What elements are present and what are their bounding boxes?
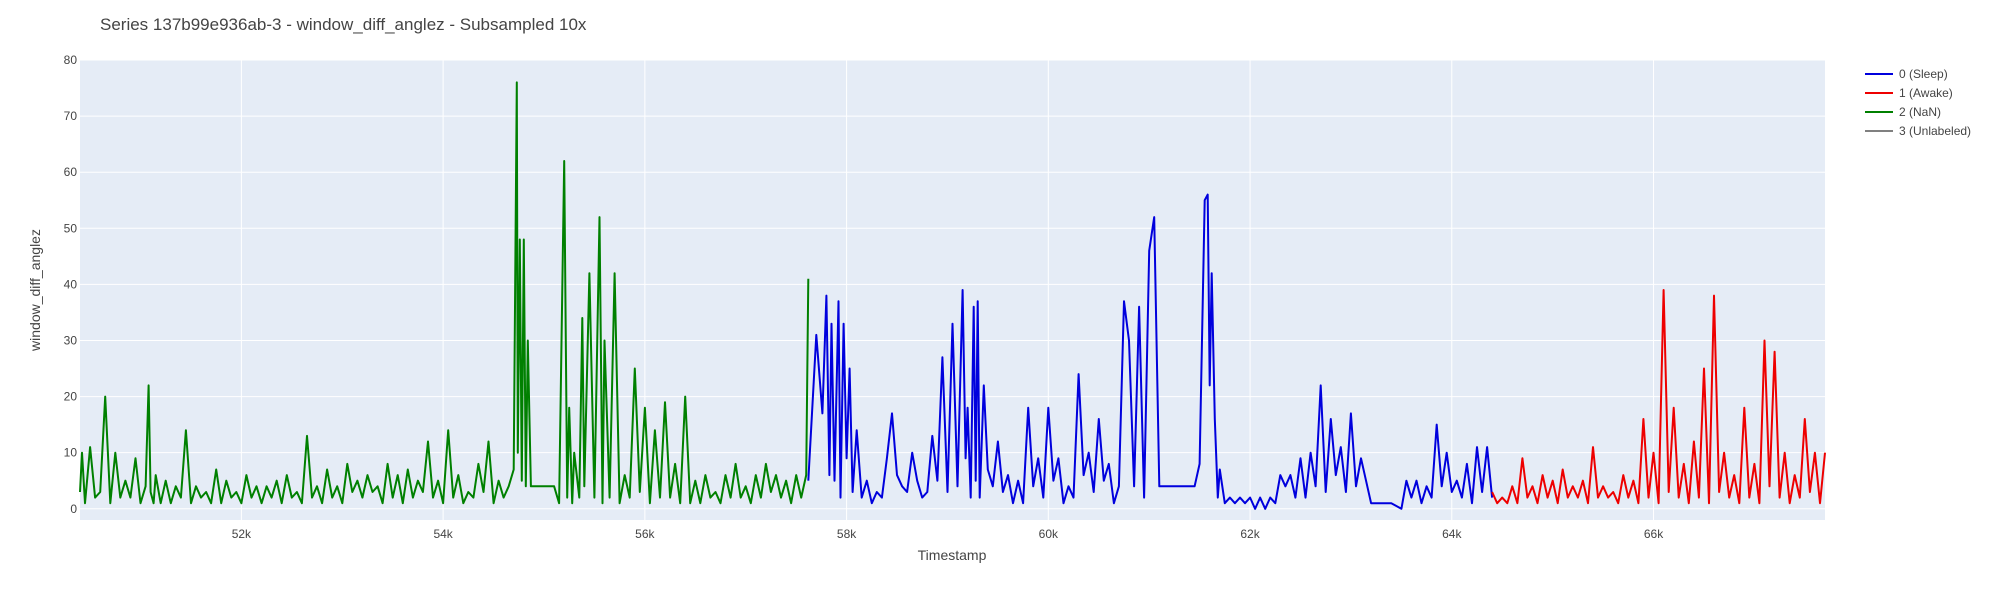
x-tick-label: 52k bbox=[232, 527, 252, 541]
legend-item[interactable]: 2 (NaN) bbox=[1865, 105, 1941, 119]
x-axis-title: Timestamp bbox=[918, 547, 987, 563]
y-tick-label: 70 bbox=[64, 109, 78, 123]
x-tick-label: 62k bbox=[1240, 527, 1260, 541]
y-tick-label: 30 bbox=[64, 333, 78, 347]
x-tick-label: 56k bbox=[635, 527, 655, 541]
series-line-0 bbox=[807, 193, 1494, 510]
legend-item[interactable]: 3 (Unlabeled) bbox=[1865, 124, 1971, 138]
x-tick-label: 60k bbox=[1039, 527, 1059, 541]
x-gridlines bbox=[240, 60, 1655, 520]
legend-label: 3 (Unlabeled) bbox=[1899, 124, 1971, 138]
y-gridlines bbox=[80, 59, 1825, 510]
legend-item[interactable]: 0 (Sleep) bbox=[1865, 67, 1948, 81]
y-tick-label: 20 bbox=[64, 390, 78, 404]
x-tick-label: 66k bbox=[1644, 527, 1664, 541]
y-tick-label: 60 bbox=[64, 165, 78, 179]
series-layer bbox=[79, 81, 1826, 510]
y-tick-label: 40 bbox=[64, 277, 78, 291]
y-tick-label: 50 bbox=[64, 221, 78, 235]
legend-label: 0 (Sleep) bbox=[1899, 67, 1948, 81]
y-tick-labels: 0 10 20 30 40 50 60 70 80 bbox=[64, 53, 78, 516]
legend-item[interactable]: 1 (Awake) bbox=[1865, 86, 1953, 100]
series-line-2 bbox=[79, 81, 810, 505]
legend-label: 2 (NaN) bbox=[1899, 105, 1941, 119]
y-tick-label: 80 bbox=[64, 53, 78, 67]
x-tick-label: 54k bbox=[433, 527, 453, 541]
y-axis-title: window_diff_anglez bbox=[27, 229, 43, 352]
legend: 0 (Sleep) 1 (Awake) 2 (NaN) 3 (Unlabeled) bbox=[1865, 67, 1971, 138]
y-tick-label: 10 bbox=[64, 446, 78, 460]
x-tick-label: 58k bbox=[837, 527, 857, 541]
plot-area bbox=[80, 60, 1825, 520]
legend-label: 1 (Awake) bbox=[1899, 86, 1953, 100]
x-tick-labels: 52k 54k 56k 58k 60k 62k 64k 66k bbox=[232, 527, 1664, 541]
y-tick-label: 0 bbox=[70, 502, 77, 516]
x-tick-label: 64k bbox=[1442, 527, 1462, 541]
chart-title: Series 137b99e936ab-3 - window_diff_angl… bbox=[100, 15, 587, 34]
series-line-1 bbox=[1491, 289, 1826, 505]
